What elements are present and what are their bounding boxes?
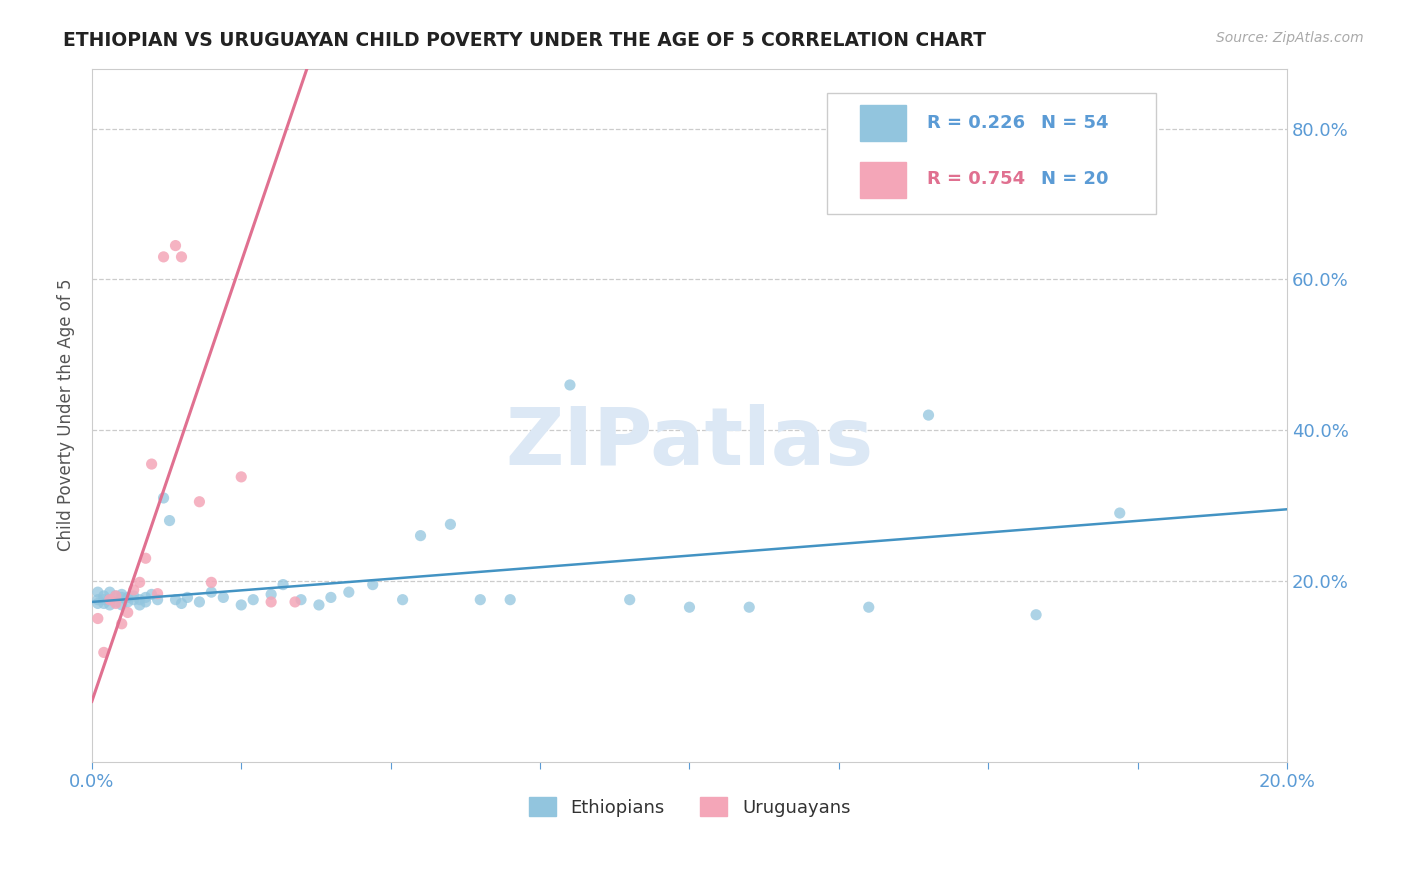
Point [165,238,187,252]
Point [470,592,492,607]
Point [87,585,110,599]
Point [104,597,127,611]
Point [93,589,115,603]
Point [128,575,150,590]
Point [93,645,115,659]
Bar [860,162,905,198]
Point [104,595,127,609]
Point [135,595,157,609]
Point [678,600,700,615]
Point [260,595,283,609]
Point [135,551,157,566]
Point [152,491,174,505]
Point [111,598,134,612]
Point [231,598,253,612]
Point [159,514,181,528]
Point [200,585,222,599]
Point [111,587,134,601]
Point [176,591,198,605]
Point [128,598,150,612]
Point [499,592,522,607]
Point [558,378,581,392]
Text: R = 0.754: R = 0.754 [928,170,1025,188]
Point [128,592,150,607]
Point [87,597,110,611]
Point [98,592,121,607]
Point [858,600,880,615]
Point [122,592,145,607]
Point [242,592,264,607]
Point [87,592,110,607]
Point [135,591,157,605]
Point [146,592,169,607]
Point [361,577,384,591]
Point [170,597,193,611]
Point [188,595,211,609]
Point [117,606,139,620]
Point [738,600,761,615]
Point [188,494,211,508]
Bar [860,105,905,141]
Point [122,582,145,597]
Text: N = 20: N = 20 [1040,170,1108,188]
Point [87,611,110,625]
Point [439,517,461,532]
Point [165,592,187,607]
Point [111,616,134,631]
Point [104,589,127,603]
Point [117,591,139,605]
Point [104,589,127,603]
Point [93,597,115,611]
Text: ETHIOPIAN VS URUGUAYAN CHILD POVERTY UNDER THE AGE OF 5 CORRELATION CHART: ETHIOPIAN VS URUGUAYAN CHILD POVERTY UND… [63,31,986,50]
Point [260,587,283,601]
Point [284,595,307,609]
Point [917,408,939,422]
Point [152,250,174,264]
Point [122,589,145,603]
Point [212,591,235,605]
Point [409,528,432,542]
Text: ZIPatlas: ZIPatlas [505,404,873,482]
Text: N = 54: N = 54 [1040,113,1108,132]
Point [619,592,641,607]
Point [117,595,139,609]
Point [98,598,121,612]
Point [200,575,222,590]
Point [98,592,121,607]
Point [1025,607,1047,622]
Point [290,592,312,607]
Point [170,250,193,264]
Point [141,457,163,471]
Point [98,585,121,599]
FancyBboxPatch shape [827,93,1156,214]
Point [308,598,330,612]
Point [337,585,360,599]
Point [271,577,294,591]
Point [319,591,342,605]
Point [93,592,115,607]
Point [231,470,253,484]
Point [141,587,163,601]
Y-axis label: Child Poverty Under the Age of 5: Child Poverty Under the Age of 5 [58,279,75,551]
Point [146,587,169,601]
Point [1108,506,1130,520]
Text: R = 0.226: R = 0.226 [928,113,1025,132]
Legend: Ethiopians, Uruguayans: Ethiopians, Uruguayans [522,790,858,824]
Text: Source: ZipAtlas.com: Source: ZipAtlas.com [1216,31,1364,45]
Point [391,592,413,607]
Point [111,591,134,605]
